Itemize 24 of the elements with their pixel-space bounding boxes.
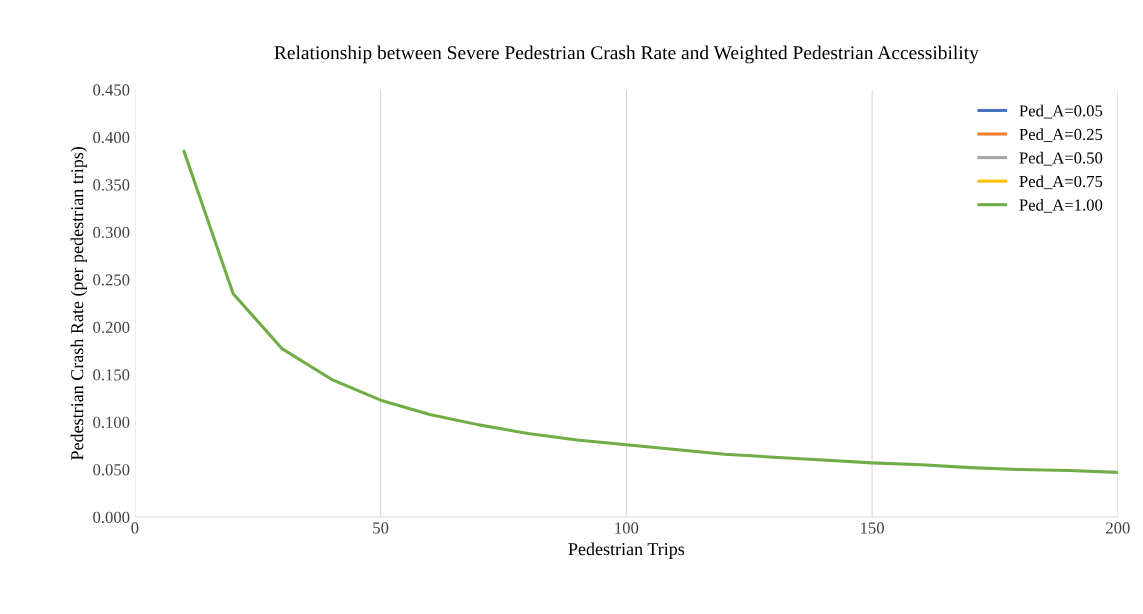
legend-label: Ped_A=0.25: [1019, 128, 1103, 143]
line-series: [182, 149, 1118, 474]
y-tick-label: 0.350: [93, 179, 130, 191]
x-tick-label: 200: [1106, 522, 1130, 534]
y-axis-title: Pedestrian Crash Rate (per pedestrian trips): [70, 146, 87, 460]
x-tick-label: 100: [615, 522, 639, 534]
y-tick-label: 0.150: [93, 369, 130, 381]
chart-title: Relationship between Severe Pedestrian Crash Rate and Weighted Pedestrian Accessibility: [274, 45, 979, 64]
y-tick-label: 0.050: [93, 464, 130, 476]
x-axis-title: Pedestrian Trips: [568, 542, 685, 559]
y-tick-label: 0.000: [93, 511, 130, 524]
legend-label: Ped_A=0.75: [1019, 175, 1103, 190]
y-tick-label: 0.200: [93, 321, 130, 334]
legend-label: Ped_A=1.00: [1019, 198, 1103, 213]
y-tick-label: 0.100: [93, 416, 130, 429]
x-tick-label: 150: [861, 522, 884, 534]
x-tick-label: 50: [373, 522, 389, 534]
y-tick-label: 0.400: [93, 131, 130, 144]
y-tick-label: 0.450: [93, 84, 130, 96]
y-tick-label: 0.300: [93, 226, 130, 239]
y-tick-label: 0.250: [93, 274, 130, 286]
x-tick-label: 0: [131, 522, 139, 534]
legend-label: Ped_A=0.50: [1019, 151, 1103, 166]
legend-label: Ped_A=0.05: [1019, 104, 1103, 119]
